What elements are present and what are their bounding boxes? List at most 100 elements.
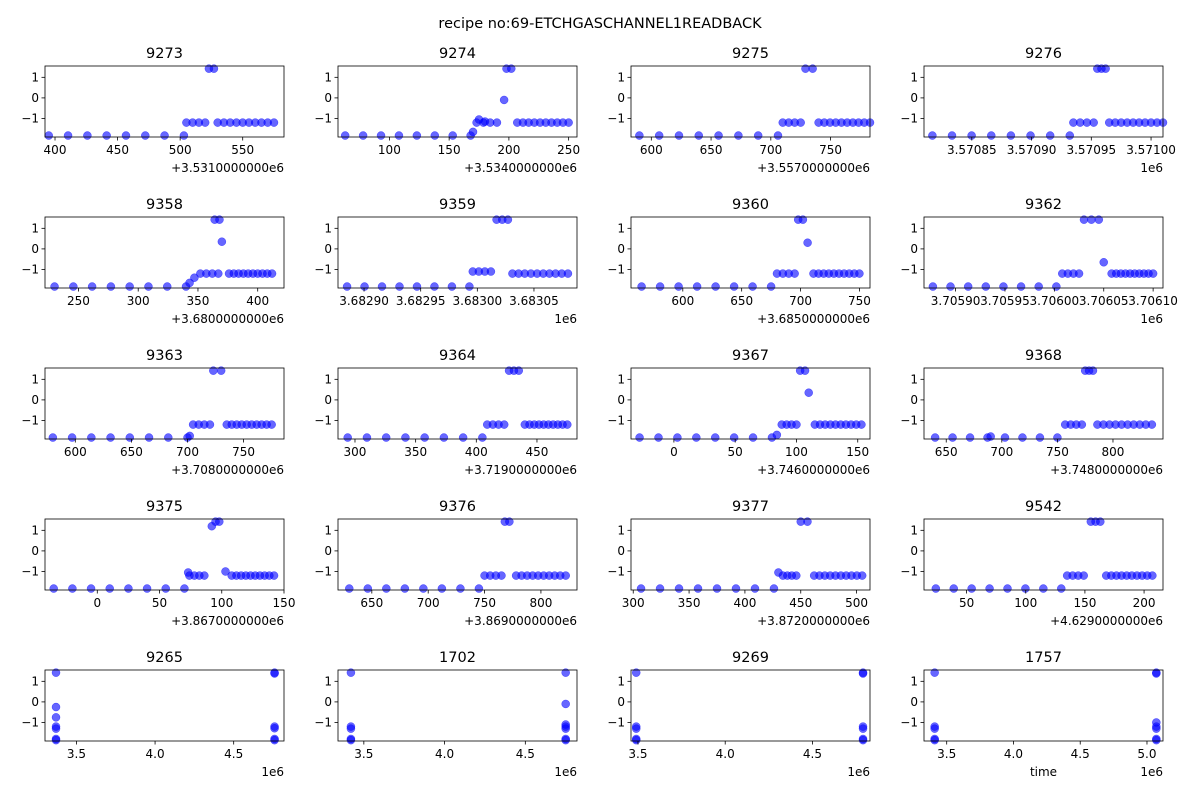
- x-tick-label: 400: [246, 294, 269, 308]
- data-point: [808, 64, 817, 73]
- axes-frame: [630, 367, 871, 440]
- data-point: [270, 669, 279, 678]
- subplot-9376: 9376 −1 0 1 650 700 750 800 +3.8690000000e6: [314, 499, 578, 628]
- y-tick-label: 0: [910, 393, 918, 407]
- subplot-title: 9542: [1025, 499, 1062, 515]
- x-tick-label: 650: [935, 445, 958, 459]
- data-point: [963, 282, 973, 291]
- data-point: [480, 117, 490, 126]
- data-point: [207, 521, 217, 531]
- x-tick-label: 700: [417, 596, 440, 610]
- x-tick-label: 650: [120, 445, 143, 459]
- data-point: [400, 584, 410, 593]
- x-tick-label: 150: [273, 596, 296, 610]
- data-point: [635, 131, 644, 140]
- x-tick-label: 650: [700, 143, 723, 157]
- data-point: [430, 131, 440, 140]
- data-point: [106, 282, 116, 291]
- scatter-series: [930, 668, 1161, 745]
- x-tick-label: 500: [169, 143, 192, 157]
- y-tick-label: −1: [900, 414, 918, 428]
- data-point: [636, 584, 646, 593]
- subplot-title: 9275: [732, 46, 769, 62]
- subplot-1702: 1702 −1 0 1 3.5 4.0 4.5 1e6: [314, 650, 578, 779]
- y-tick-label: 0: [617, 695, 625, 709]
- data-point: [221, 567, 230, 576]
- data-point: [267, 420, 276, 429]
- data-point: [162, 282, 172, 291]
- x-tick-label: 650: [730, 294, 753, 308]
- data-point: [121, 131, 131, 140]
- data-point: [792, 420, 801, 429]
- data-point: [561, 571, 570, 580]
- x-tick-label: 3.57095: [1066, 143, 1116, 157]
- data-point: [753, 131, 763, 140]
- y-tick-label: 0: [324, 695, 332, 709]
- data-point: [346, 735, 356, 745]
- x-axis-label: time: [1030, 765, 1057, 779]
- axes-frame: [630, 518, 871, 591]
- subplot-title: 9363: [146, 348, 183, 364]
- x-tick-label: 4.5: [803, 747, 822, 761]
- data-point: [674, 131, 684, 140]
- data-point: [346, 668, 356, 677]
- data-point: [507, 64, 516, 73]
- axes-frame: [44, 216, 285, 289]
- axes-frame: [630, 65, 871, 138]
- subplot-title: 9276: [1025, 46, 1062, 62]
- data-point: [654, 131, 664, 140]
- data-point: [270, 723, 279, 733]
- data-point: [478, 433, 487, 442]
- data-point: [125, 433, 135, 442]
- y-tick-label: 1: [617, 71, 625, 85]
- figure-suptitle: recipe no:69-ETCHGASCHANNEL1READBACK: [438, 16, 762, 32]
- y-tick-label: −1: [314, 716, 332, 730]
- x-tick-label: 4.5: [224, 747, 243, 761]
- x-tick-label: 3.68290: [339, 294, 389, 308]
- x-tick-label: 3.70590: [931, 294, 981, 308]
- data-point: [205, 420, 215, 429]
- data-point: [710, 433, 720, 442]
- x-tick-label: 700: [176, 445, 199, 459]
- data-point: [637, 282, 646, 291]
- axes-frame: [44, 367, 285, 440]
- data-point: [87, 282, 97, 291]
- x-tick-label: 650: [360, 596, 383, 610]
- data-point: [346, 724, 356, 733]
- y-tick-label: 1: [31, 675, 39, 689]
- data-point: [792, 571, 801, 580]
- x-tick-label: 4.0: [146, 747, 165, 761]
- data-point: [1152, 735, 1161, 745]
- x-tick-label: 3.70605: [1079, 294, 1129, 308]
- subplot-title: 9358: [146, 197, 183, 213]
- x-offset-label: +4.6290000000e6: [1050, 614, 1163, 628]
- data-point: [1034, 282, 1043, 291]
- data-point: [1057, 584, 1066, 593]
- subplot-9362: 9362 −1 0 1 3.70590 3.70595 3.70600 3.70605 3.70…: [900, 197, 1178, 326]
- scatter-series: [51, 668, 279, 745]
- data-point: [1052, 282, 1061, 291]
- data-point: [394, 131, 404, 140]
- data-point: [342, 282, 352, 291]
- y-tick-label: −1: [21, 565, 39, 579]
- data-point: [1077, 420, 1087, 429]
- x-tick-label: 600: [640, 143, 663, 157]
- x-tick-label: 50: [728, 445, 743, 459]
- y-tick-label: 0: [617, 91, 625, 105]
- subplot-title: 9377: [732, 499, 769, 515]
- x-offset-label: +3.7460000000e6: [757, 463, 870, 477]
- data-point: [674, 584, 684, 593]
- data-point: [1079, 571, 1088, 580]
- data-point: [987, 131, 996, 140]
- y-tick-label: 1: [324, 524, 332, 538]
- data-point: [343, 433, 352, 442]
- data-point: [1147, 420, 1157, 429]
- x-tick-label: 4.5: [1071, 747, 1090, 761]
- data-point: [183, 568, 193, 577]
- data-point: [692, 282, 702, 291]
- x-tick-label: 3.70600: [1030, 294, 1080, 308]
- data-point: [563, 269, 573, 278]
- scatter-series: [636, 517, 867, 593]
- data-point: [209, 64, 219, 73]
